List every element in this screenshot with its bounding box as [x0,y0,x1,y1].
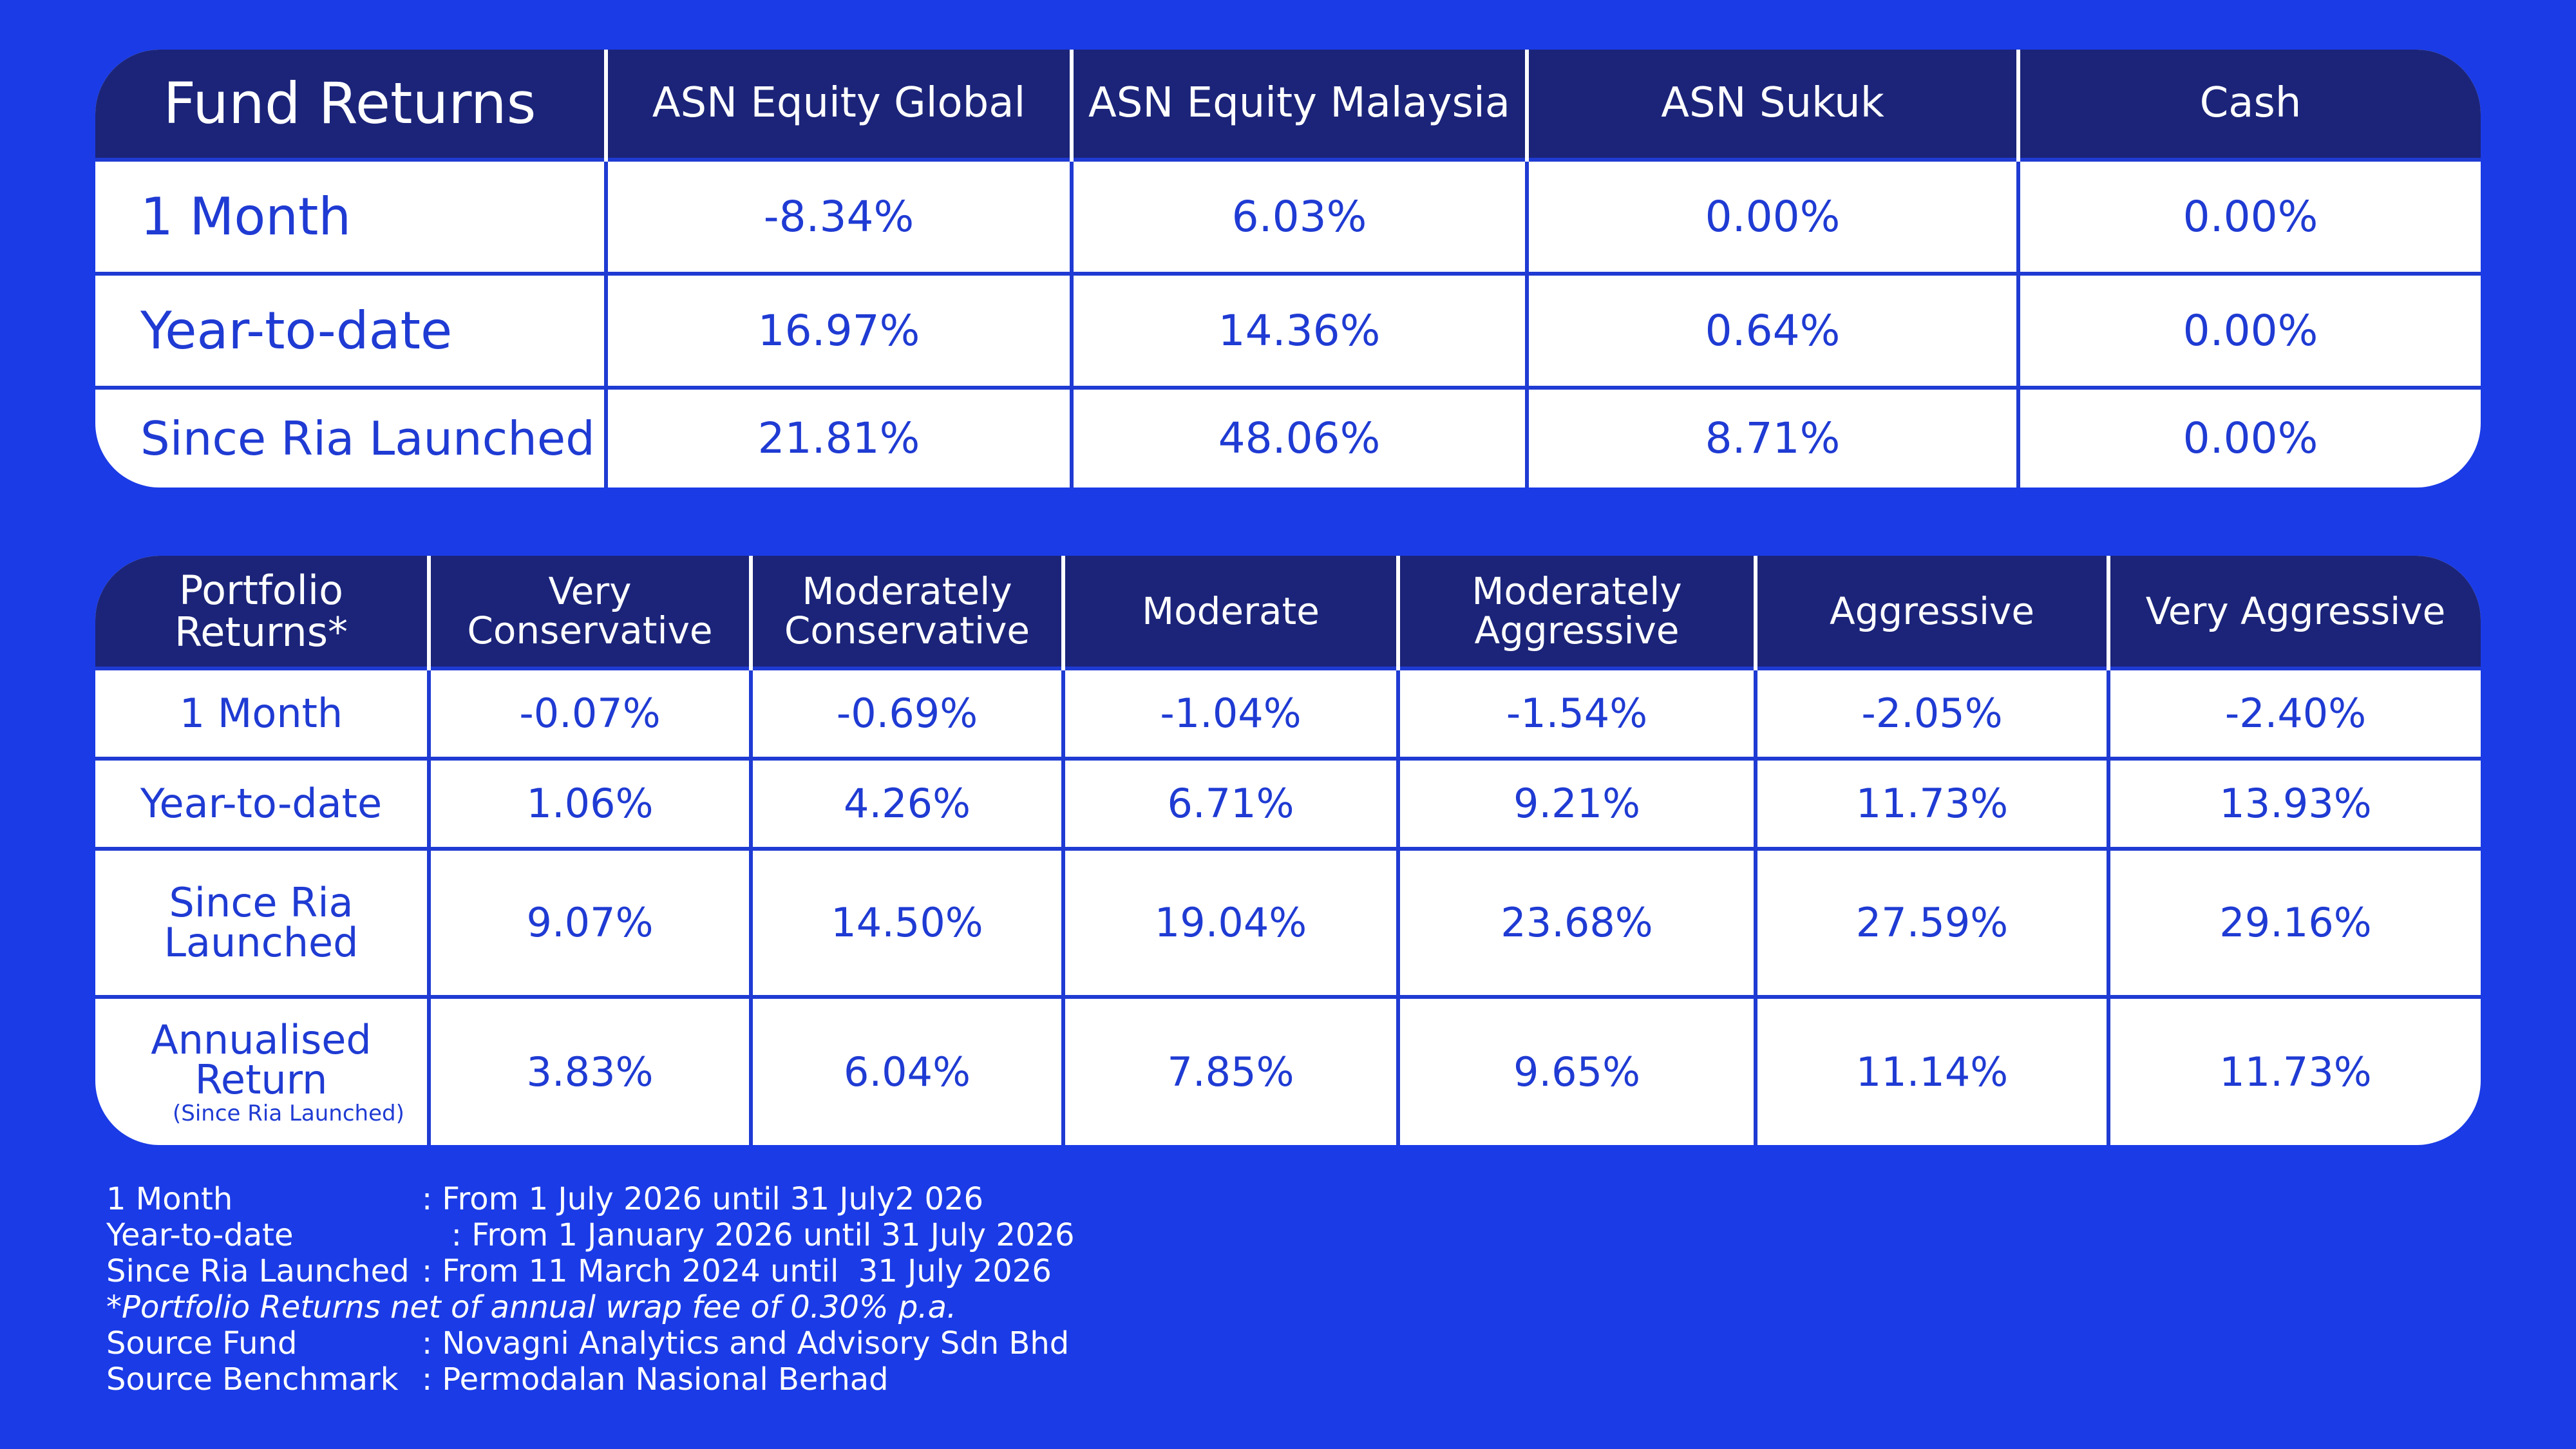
table-cell: 21.81% [606,385,1074,488]
note-since: Since Ria Launched : From 11 March 2024 … [106,1253,1074,1289]
portfolio-col-header: Very Aggressive [2108,556,2481,668]
table-row: 1 Month -8.34% 6.03% 0.00% 0.00% [95,158,2481,274]
table-cell: -0.07% [429,667,753,759]
note-value: : From 1 January 2026 until 31 July 2026 [422,1217,1075,1253]
table-cell: 14.50% [751,846,1065,997]
table-cell: 23.68% [1398,846,1757,997]
table-cell: 11.14% [1756,995,2110,1145]
note-key: Since Ria Launched [106,1253,410,1289]
table-cell: 14.36% [1072,271,1529,388]
fund-header-row: Fund Returns ASN Equity Global ASN Equit… [95,50,2481,160]
row-label: Since Ria Launched [95,385,608,488]
table-cell: -1.54% [1398,667,1757,759]
row-label: 1 Month [95,667,431,759]
table-cell: 6.04% [751,995,1065,1145]
table-cell: 27.59% [1756,846,2110,997]
portfolio-col-header: Aggressive [1756,556,2110,668]
table-cell: -8.34% [606,158,1074,274]
note-value: : Novagni Analytics and Advisory Sdn Bhd [422,1325,1070,1361]
table-cell: 1.06% [429,756,753,849]
table-row: 1 Month -0.07% -0.69% -1.04% -1.54% -2.0… [95,667,2481,759]
table-cell: 11.73% [1756,756,2110,849]
fund-col-header: ASN Sukuk [1527,50,2020,160]
table-cell: -2.40% [2108,667,2481,759]
portfolio-returns-title: Portfolio Returns* [95,556,431,668]
table-row: Since Ria Launched 21.81% 48.06% 8.71% 0… [95,385,2481,488]
row-label: Year-to-date [95,756,431,849]
portfolio-col-header: Moderately Conservative [751,556,1065,668]
table-cell: 0.00% [2018,158,2481,274]
row-label: Since Ria Launched [95,846,431,997]
table-cell: 0.00% [1527,158,2020,274]
table-cell: 9.65% [1398,995,1757,1145]
table-cell: 6.71% [1063,756,1400,849]
table-cell: -1.04% [1063,667,1400,759]
note-source-fund: Source Fund : Novagni Analytics and Advi… [106,1325,1074,1361]
fund-col-header: ASN Equity Global [606,50,1074,160]
table-cell: 9.07% [429,846,753,997]
row-label: Year-to-date [95,271,608,388]
note-one-month: 1 Month : From 1 July 2026 until 31 July… [106,1181,1074,1217]
annualised-return-sublabel: (Since Ria Launched) [173,1100,404,1126]
note-key: 1 Month [106,1181,233,1217]
portfolio-returns-table: Portfolio Returns* Very Conservative Mod… [95,556,2481,1145]
table-row: Since Ria Launched 9.07% 14.50% 19.04% 2… [95,846,2481,997]
table-cell: 19.04% [1063,846,1400,997]
table-cell: -2.05% [1756,667,2110,759]
table-cell: 0.64% [1527,271,2020,388]
fund-returns-table: Fund Returns ASN Equity Global ASN Equit… [95,50,2481,488]
portfolio-col-header: Moderate [1063,556,1400,668]
fund-col-header: ASN Equity Malaysia [1072,50,1529,160]
table-cell: 9.21% [1398,756,1757,849]
table-row: Year-to-date 16.97% 14.36% 0.64% 0.00% [95,271,2481,388]
table-cell: -0.69% [751,667,1065,759]
note-value: : From 1 July 2026 until 31 July2 026 [422,1181,984,1217]
row-label: Annualised Return (Since Ria Launched) [95,995,431,1145]
table-cell: 7.85% [1063,995,1400,1145]
portfolio-header-row: Portfolio Returns* Very Conservative Mod… [95,556,2481,668]
annualised-return-label: Annualised Return [151,1016,372,1103]
table-cell: 6.03% [1072,158,1529,274]
row-label: 1 Month [95,158,608,274]
fund-col-header: Cash [2018,50,2481,160]
table-cell: 48.06% [1072,385,1529,488]
table-cell: 16.97% [606,271,1074,388]
table-row: Year-to-date 1.06% 4.26% 6.71% 9.21% 11.… [95,756,2481,849]
note-disclaimer: *Portfolio Returns net of annual wrap fe… [106,1289,957,1325]
table-cell: 11.73% [2108,995,2481,1145]
note-value: : From 11 March 2024 until 31 July 2026 [422,1253,1052,1289]
portfolio-col-header: Moderately Aggressive [1398,556,1757,668]
note-key: Year-to-date [106,1217,294,1253]
fund-returns-title: Fund Returns [95,50,608,160]
table-cell: 13.93% [2108,756,2481,849]
note-key: Source Fund [106,1325,298,1361]
table-row: Annualised Return (Since Ria Launched) 3… [95,995,2481,1145]
footnotes: 1 Month : From 1 July 2026 until 31 July… [106,1181,1074,1397]
table-cell: 0.00% [2018,271,2481,388]
table-cell: 4.26% [751,756,1065,849]
note-source-benchmark: Source Benchmark : Permodalan Nasional B… [106,1361,1074,1397]
note-value: : Permodalan Nasional Berhad [422,1361,889,1397]
note-ytd: Year-to-date : From 1 January 2026 until… [106,1217,1074,1253]
table-cell: 0.00% [2018,385,2481,488]
table-cell: 3.83% [429,995,753,1145]
table-cell: 29.16% [2108,846,2481,997]
note-key: Source Benchmark [106,1361,399,1397]
table-cell: 8.71% [1527,385,2020,488]
portfolio-col-header: Very Conservative [429,556,753,668]
